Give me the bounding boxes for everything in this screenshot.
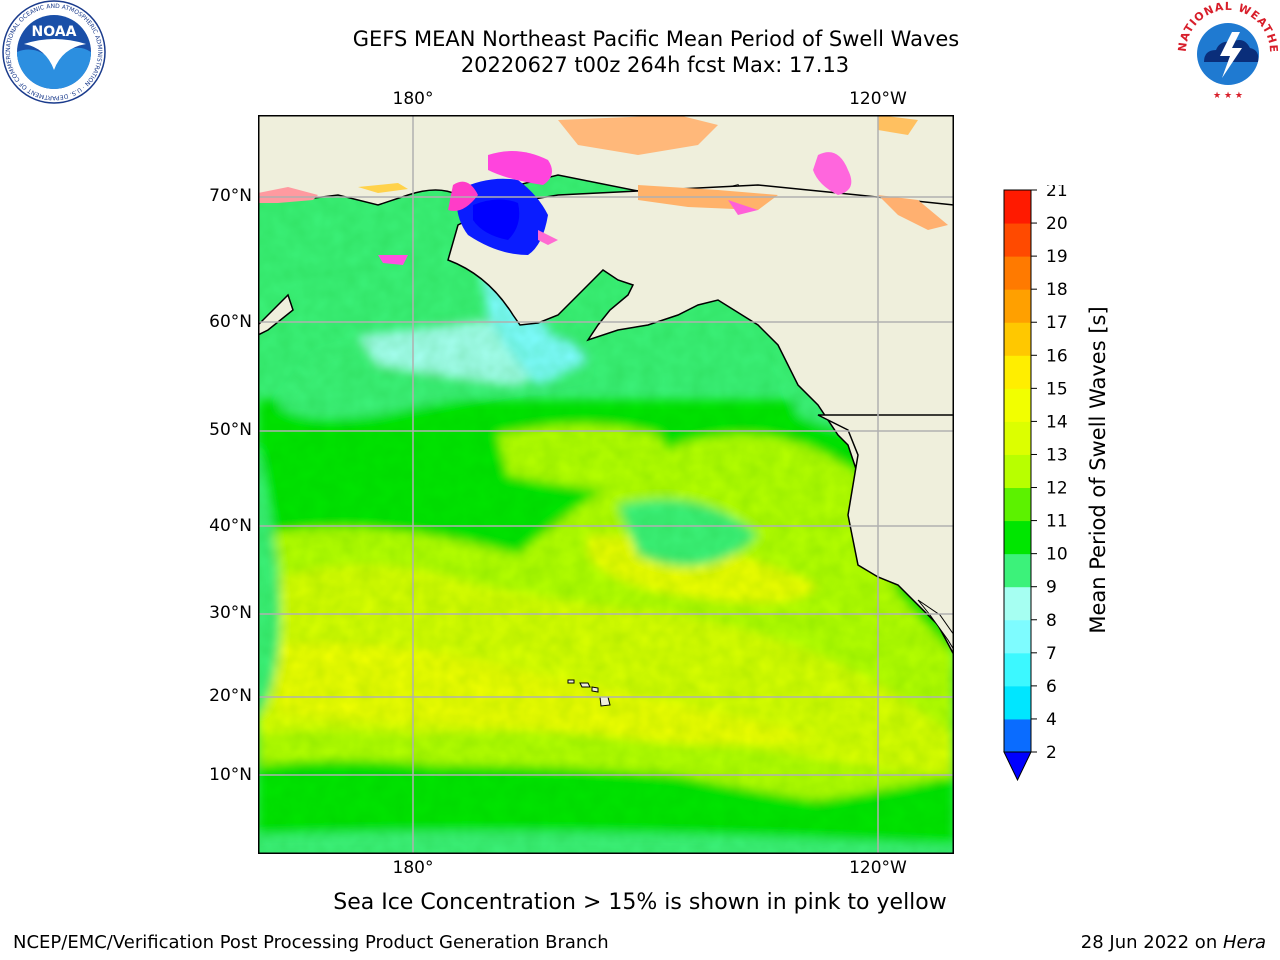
lon-label-bottom-180: 180° [392, 858, 434, 878]
colorbar-tick-label: 8 [1046, 611, 1057, 631]
colorbar-band [1004, 685, 1031, 720]
colorbar-band [1004, 520, 1031, 555]
colorbar-band [1004, 421, 1031, 455]
colorbar-tick-label: 18 [1046, 280, 1068, 300]
colorbar-band [1004, 652, 1031, 687]
colorbar-band [1004, 619, 1031, 654]
colorbar-band [1004, 289, 1031, 323]
map-subtitle: 20220627 t00z 264h fcst Max: 17.13 [460, 53, 850, 77]
colorbar-tick-label: 10 [1046, 545, 1068, 565]
colorbar-tick-label: 16 [1046, 346, 1068, 366]
footer-host: Hera [1222, 932, 1266, 953]
colorbar-tick-label: 20 [1046, 214, 1068, 234]
colorbar-band [1004, 388, 1031, 422]
lat-label-30: 30°N [209, 603, 252, 623]
colorbar-tick-label: 15 [1046, 379, 1068, 399]
colorbar-band [1004, 454, 1031, 489]
colorbar-tick-label: 4 [1046, 710, 1057, 730]
footer-credit: NCEP/EMC/Verification Post Processing Pr… [13, 932, 609, 953]
land-us-west-coast [817, 414, 954, 656]
colorbar-band [1004, 322, 1031, 356]
lon-label-top-180: 180° [392, 89, 434, 109]
lat-label-40: 40°N [209, 516, 252, 536]
svg-text:★ ★ ★: ★ ★ ★ [1213, 91, 1243, 101]
colorbar: 2 4 6 7 8 9 10 11 12 13 14 15 16 17 18 19 20 21 [1003, 185, 1068, 782]
sea-ice-note: Sea Ice Concentration > 15% is shown in … [333, 890, 947, 915]
colorbar-band [1004, 256, 1031, 290]
colorbar-band [1004, 190, 1031, 224]
map-panel [258, 115, 954, 854]
colorbar-tick-label: 13 [1046, 445, 1068, 465]
colorbar-title: Mean Period of Swell Waves [s] [1086, 306, 1110, 634]
colorbar-tick-label: 2 [1046, 743, 1057, 763]
footer-date-text: 28 Jun 2022 on [1080, 932, 1223, 953]
colorbar-tick-label: 19 [1046, 247, 1068, 267]
colorbar-under-extend [1003, 751, 1032, 782]
graticule [258, 115, 954, 854]
lat-label-50: 50°N [209, 420, 252, 440]
map-frame [258, 115, 954, 854]
land-chukotka [258, 293, 294, 336]
lat-label-70: 70°N [209, 186, 252, 206]
colorbar-band [1004, 355, 1031, 389]
colorbar-tick-label: 14 [1046, 412, 1068, 432]
lat-label-20: 20°N [209, 686, 252, 706]
noaa-logo: NATIONAL OCEANIC AND ATMOSPHERIC ADMINIS… [2, 0, 106, 104]
colorbar-tick-label: 6 [1046, 677, 1057, 697]
map-title: GEFS MEAN Northeast Pacific Mean Period … [352, 27, 960, 51]
colorbar-band [1004, 718, 1031, 753]
colorbar-tick-label: 9 [1046, 578, 1057, 598]
nws-logo: NATIONAL WEATHER SERVICE ★ ★ ★ [1176, 0, 1279, 103]
hawaii-islands [567, 679, 611, 707]
colorbar-tick-label: 11 [1046, 512, 1068, 532]
lat-label-10: 10°N [209, 765, 252, 785]
colorbar-tick-label: 12 [1046, 479, 1068, 499]
colorbar-frame [1003, 189, 1032, 753]
colorbar-band [1004, 586, 1031, 621]
colorbar-band [1004, 553, 1031, 588]
lon-label-top-120w: 120°W [849, 89, 907, 109]
colorbar-tick-label: 17 [1046, 313, 1068, 333]
colorbar-tick-label: 21 [1046, 185, 1068, 201]
footer-date: 28 Jun 2022 on Hera [1081, 932, 1266, 953]
noaa-logo-text: NOAA [32, 24, 77, 40]
colorbar-band [1004, 223, 1031, 257]
lat-label-60: 60°N [209, 312, 252, 332]
colorbar-band [1004, 487, 1031, 522]
colorbar-tick-label: 7 [1046, 644, 1057, 664]
lon-label-bottom-120w: 120°W [849, 858, 907, 878]
